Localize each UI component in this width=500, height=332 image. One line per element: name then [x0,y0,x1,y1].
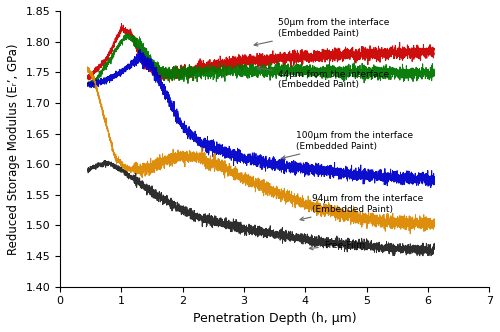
Text: 100μm from the interface
(Embedded Paint): 100μm from the interface (Embedded Paint… [282,131,414,159]
Text: 44μm from the interface
(Embedded Paint): 44μm from the interface (Embedded Paint) [257,67,389,89]
Text: 94μm from the interface
(Embedded Paint): 94μm from the interface (Embedded Paint) [300,194,423,220]
Text: Free-Film: Free-Film [310,241,365,250]
X-axis label: Penetration Depth (h, μm): Penetration Depth (h, μm) [193,312,356,325]
Y-axis label: Reduced Storage Modulus (Eᵣ’, GPa): Reduced Storage Modulus (Eᵣ’, GPa) [7,43,20,255]
Text: 50μm from the interface
(Embedded Paint): 50μm from the interface (Embedded Paint) [254,18,389,46]
